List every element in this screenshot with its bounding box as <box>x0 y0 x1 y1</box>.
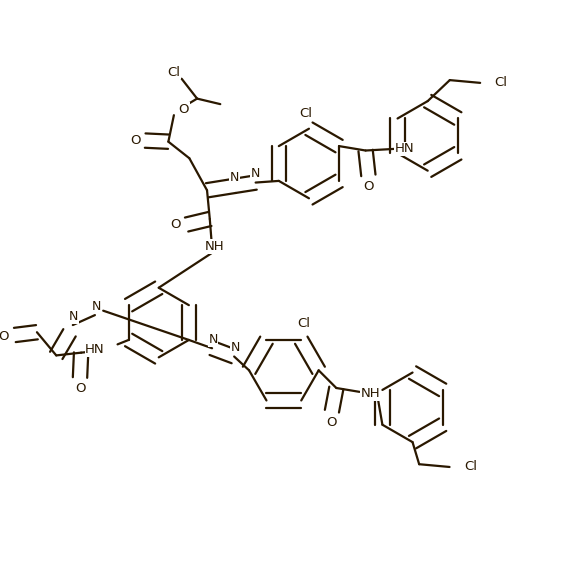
Text: N: N <box>230 170 239 184</box>
Text: N: N <box>91 300 101 314</box>
Text: O: O <box>0 330 9 343</box>
Text: N: N <box>251 167 260 180</box>
Text: NH: NH <box>361 387 381 400</box>
Text: HN: HN <box>85 343 105 356</box>
Text: N: N <box>231 341 240 354</box>
Text: O: O <box>170 218 181 231</box>
Text: Cl: Cl <box>297 317 310 330</box>
Text: O: O <box>130 134 141 147</box>
Text: Cl: Cl <box>300 107 312 120</box>
Text: Cl: Cl <box>464 461 477 474</box>
Text: HN: HN <box>395 142 414 156</box>
Text: N: N <box>208 333 218 346</box>
Text: O: O <box>327 416 337 429</box>
Text: O: O <box>363 180 374 193</box>
Text: O: O <box>178 103 189 116</box>
Text: Cl: Cl <box>494 76 507 89</box>
Text: O: O <box>75 382 85 395</box>
Text: N: N <box>69 310 79 323</box>
Text: NH: NH <box>204 240 224 253</box>
Text: Cl: Cl <box>167 66 180 79</box>
